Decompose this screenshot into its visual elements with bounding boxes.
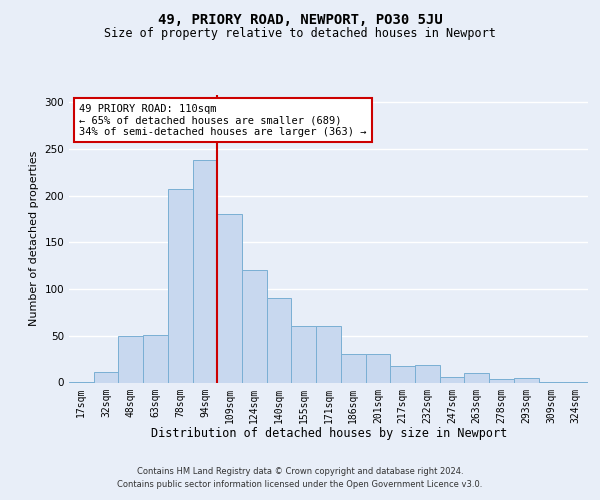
Bar <box>94 372 118 382</box>
Bar <box>390 366 415 382</box>
Bar <box>341 354 365 382</box>
Bar <box>292 326 316 382</box>
Text: Contains HM Land Registry data © Crown copyright and database right 2024.: Contains HM Land Registry data © Crown c… <box>137 468 463 476</box>
Y-axis label: Number of detached properties: Number of detached properties <box>29 151 39 326</box>
Text: Contains public sector information licensed under the Open Government Licence v3: Contains public sector information licen… <box>118 480 482 489</box>
Text: Size of property relative to detached houses in Newport: Size of property relative to detached ho… <box>104 28 496 40</box>
Bar <box>415 365 440 382</box>
Bar <box>118 336 143 382</box>
Text: Distribution of detached houses by size in Newport: Distribution of detached houses by size … <box>151 428 507 440</box>
Bar <box>464 373 489 382</box>
Text: 49, PRIORY ROAD, NEWPORT, PO30 5JU: 49, PRIORY ROAD, NEWPORT, PO30 5JU <box>158 12 442 26</box>
Bar <box>193 160 217 382</box>
Bar <box>316 326 341 382</box>
Text: 49 PRIORY ROAD: 110sqm
← 65% of detached houses are smaller (689)
34% of semi-de: 49 PRIORY ROAD: 110sqm ← 65% of detached… <box>79 104 367 137</box>
Bar <box>440 377 464 382</box>
Bar <box>267 298 292 382</box>
Bar <box>143 335 168 382</box>
Bar <box>242 270 267 382</box>
Bar <box>514 378 539 382</box>
Bar <box>217 214 242 382</box>
Bar <box>365 354 390 382</box>
Bar <box>168 190 193 382</box>
Bar <box>489 379 514 382</box>
